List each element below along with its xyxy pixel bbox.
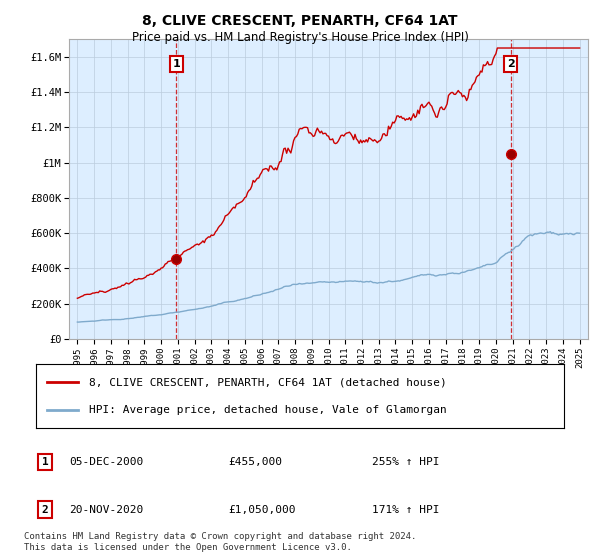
Text: 1: 1 [173,59,181,69]
Text: 1: 1 [41,457,49,467]
Text: Contains HM Land Registry data © Crown copyright and database right 2024.
This d: Contains HM Land Registry data © Crown c… [24,532,416,552]
Text: 2: 2 [507,59,515,69]
Text: £1,050,000: £1,050,000 [228,505,296,515]
Text: 05-DEC-2000: 05-DEC-2000 [69,457,143,467]
Text: 8, CLIVE CRESCENT, PENARTH, CF64 1AT: 8, CLIVE CRESCENT, PENARTH, CF64 1AT [142,14,458,28]
Text: 255% ↑ HPI: 255% ↑ HPI [372,457,439,467]
Text: 8, CLIVE CRESCENT, PENARTH, CF64 1AT (detached house): 8, CLIVE CRESCENT, PENARTH, CF64 1AT (de… [89,377,446,387]
Text: 2: 2 [41,505,49,515]
Text: 20-NOV-2020: 20-NOV-2020 [69,505,143,515]
Text: Price paid vs. HM Land Registry's House Price Index (HPI): Price paid vs. HM Land Registry's House … [131,31,469,44]
Text: 171% ↑ HPI: 171% ↑ HPI [372,505,439,515]
Text: £455,000: £455,000 [228,457,282,467]
Text: HPI: Average price, detached house, Vale of Glamorgan: HPI: Average price, detached house, Vale… [89,405,446,416]
